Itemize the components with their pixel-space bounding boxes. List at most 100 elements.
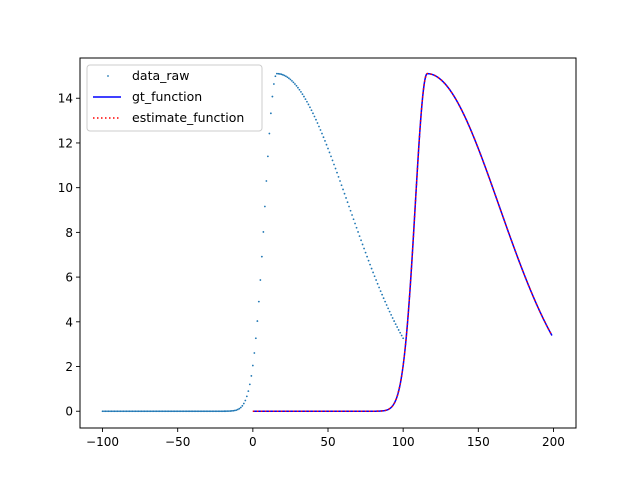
data-raw-point (164, 410, 167, 413)
x-tick-label: 200 (542, 435, 565, 449)
data-raw-point (233, 409, 236, 412)
data-raw-point (277, 72, 280, 75)
data-raw-point (220, 410, 223, 413)
data-raw-point (382, 297, 385, 300)
data-raw-point (340, 184, 343, 187)
data-raw-point (187, 410, 190, 413)
data-raw-point (169, 410, 172, 413)
data-raw-point (397, 329, 400, 331)
data-raw-point (151, 410, 154, 413)
data-raw-point (271, 95, 274, 98)
x-tick-label: 50 (320, 435, 335, 449)
data-raw-point (336, 171, 338, 174)
data-raw-point (274, 75, 277, 78)
data-raw-point (245, 395, 248, 398)
data-raw-point (387, 307, 390, 310)
data-raw-point (221, 410, 224, 413)
data-raw-point (385, 304, 388, 306)
data-raw-point (217, 410, 220, 413)
y-axis: 0 2 4 6 8 10 12 14 (58, 92, 80, 419)
data-raw-point (266, 155, 269, 158)
data-raw-point (236, 408, 239, 411)
data-raw-point (313, 115, 316, 118)
data-raw-point (279, 73, 281, 75)
data-raw-point (315, 118, 317, 121)
data-raw-point (175, 410, 178, 413)
data-raw-point (202, 410, 205, 413)
data-raw-point (300, 90, 302, 93)
x-tick-label: 100 (392, 435, 415, 449)
data-raw-point (197, 410, 200, 413)
data-raw-point (348, 205, 350, 208)
y-tick-label: 2 (65, 360, 73, 374)
data-raw-point (330, 155, 332, 158)
data-raw-point (200, 410, 203, 413)
data-raw-point (303, 95, 305, 98)
data-raw-point (194, 410, 197, 413)
data-raw-point (260, 255, 263, 258)
data-raw-point (115, 410, 117, 413)
data-raw-point (333, 163, 335, 166)
data-raw-point (342, 188, 344, 191)
legend-marker-data-raw (107, 75, 109, 77)
legend-box (86, 64, 263, 132)
data-raw-point (334, 167, 337, 170)
data-raw-point (122, 410, 125, 413)
data-raw-point (238, 407, 241, 410)
data-raw-point (179, 410, 182, 413)
data-raw-point (298, 88, 301, 91)
data-raw-point (206, 410, 209, 413)
data-raw-point (295, 84, 298, 87)
data-raw-point (145, 410, 148, 413)
data-raw-point (116, 410, 119, 413)
data-raw-point (390, 313, 393, 316)
data-raw-point (251, 364, 254, 367)
data-raw-point (268, 132, 271, 135)
data-raw-point (196, 410, 199, 413)
data-raw-point (182, 410, 185, 413)
data-raw-point (376, 282, 379, 285)
data-raw-point (358, 235, 361, 238)
data-raw-point (345, 197, 347, 199)
x-tick-label: 0 (249, 435, 257, 449)
data-raw-point (327, 147, 329, 150)
data-raw-point (297, 86, 299, 89)
data-raw-point (325, 143, 328, 146)
data-raw-point (166, 410, 169, 413)
data-raw-point (152, 410, 155, 413)
data-raw-point (283, 74, 286, 77)
data-raw-point (106, 410, 108, 413)
legend-label-gt-function: gt_function (132, 89, 202, 104)
data-raw-point (230, 410, 233, 412)
data-raw-point (254, 337, 257, 340)
data-raw-point (292, 81, 295, 84)
data-raw-point (190, 410, 193, 413)
legend-label-estimate-function: estimate_function (132, 110, 244, 125)
data-raw-point (316, 122, 319, 124)
data-raw-point (127, 410, 129, 413)
x-tick-label: −100 (86, 435, 119, 449)
data-raw-point (163, 410, 166, 413)
data-raw-point (146, 410, 149, 413)
data-raw-point (355, 226, 358, 229)
data-raw-point (370, 267, 373, 270)
data-raw-point (113, 410, 116, 413)
data-raw-point (257, 300, 260, 303)
data-raw-point (212, 410, 215, 413)
data-raw-point (143, 410, 146, 413)
data-raw-point (247, 390, 250, 393)
data-raw-point (199, 410, 202, 413)
data-raw-point (393, 320, 396, 322)
data-raw-point (155, 410, 158, 413)
data-raw-point (319, 129, 322, 131)
data-raw-point (103, 410, 105, 413)
data-raw-point (208, 410, 211, 413)
data-raw-point (256, 320, 259, 322)
data-raw-point (269, 112, 272, 115)
data-raw-point (259, 279, 262, 281)
data-raw-point (121, 410, 123, 413)
data-raw-point (388, 310, 391, 313)
data-raw-point (112, 410, 114, 413)
data-raw-point (373, 275, 376, 278)
data-raw-point (118, 410, 120, 413)
